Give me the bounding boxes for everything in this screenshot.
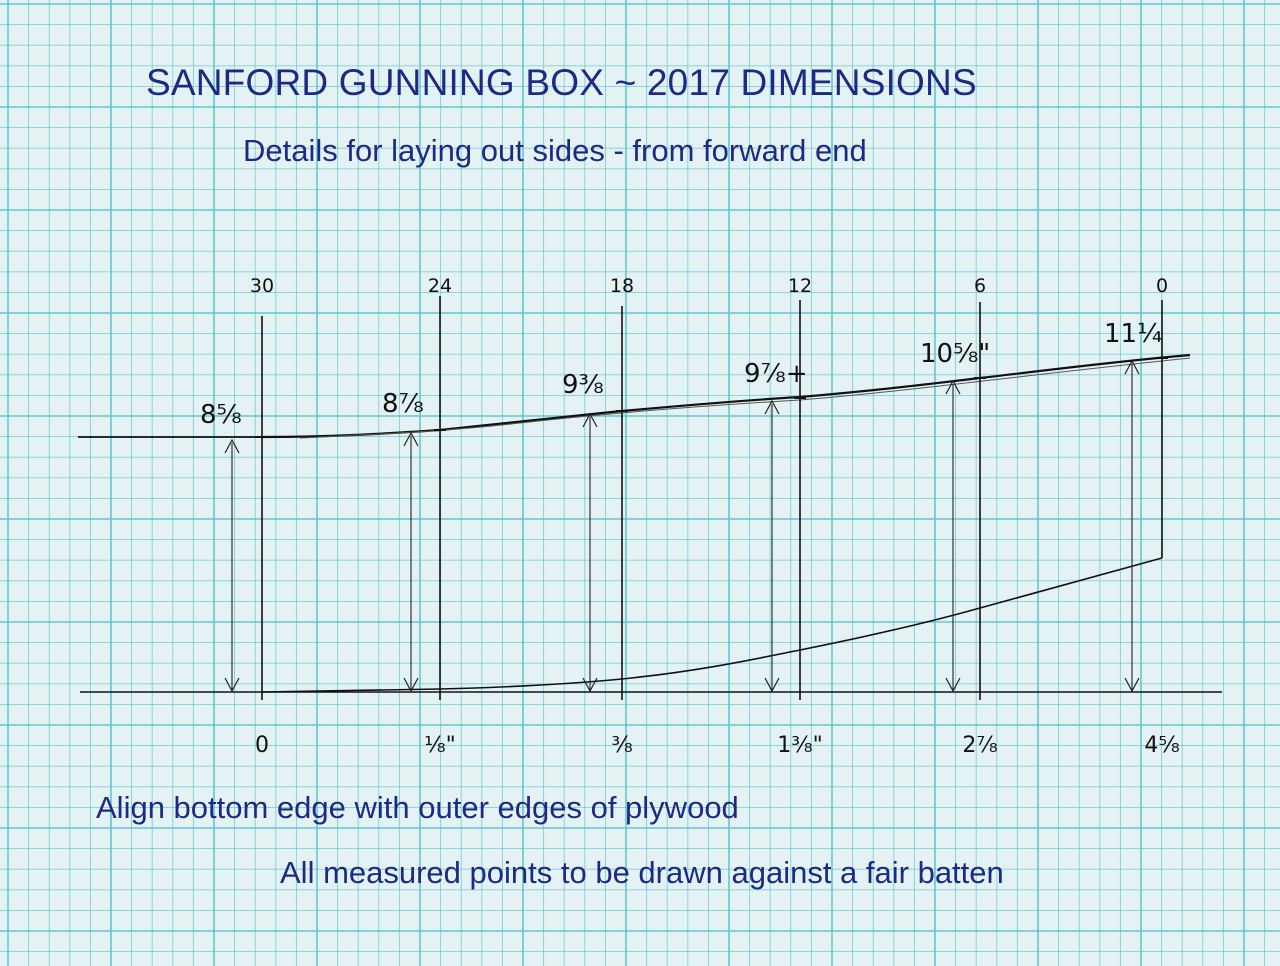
station-bottom-offset-label: ³⁄₈ [611, 733, 632, 758]
station-top-label: 6 [974, 275, 986, 297]
diagram-title: SANFORD GUNNING BOX ~ 2017 DIMENSIONS [146, 62, 977, 103]
bottom-rocker-curve [261, 557, 1163, 693]
arrowhead-up [945, 379, 961, 395]
arrowhead-down [764, 677, 780, 693]
diagram-subtitle: Details for laying out sides - from forw… [243, 133, 867, 168]
baseline-group [78, 436, 1222, 693]
note-align-bottom-edge: Align bottom edge with outer edges of pl… [96, 790, 739, 825]
arrowhead-down [403, 677, 419, 693]
arrowhead-down [1124, 677, 1140, 693]
station-top-label: 30 [250, 275, 274, 297]
station-0: 0 11¼ 4⁵⁄₈ [1104, 275, 1180, 758]
sheer-curve-shadow [299, 357, 1191, 439]
station-top-label: 12 [788, 275, 812, 297]
station-height-label: 10⁵⁄₈" [920, 339, 990, 369]
station-top-label: 0 [1156, 275, 1168, 297]
note-fair-batten: All measured points to be drawn against … [280, 855, 1004, 890]
stations-layer: 30 8⁵⁄₈ 0 24 8⁷⁄₈ ¹⁄₈" 18 9³⁄₈ ³⁄₈ 12 9⁷⁄₈+ 1³⁄₈" 6 1… [200, 275, 1180, 758]
arrowhead-down [224, 677, 240, 693]
station-height-label: 8⁵⁄₈ [200, 400, 242, 430]
station-bottom-offset-label: 0 [255, 733, 269, 758]
station-height-label: 9³⁄₈ [562, 370, 604, 400]
arrowhead-up [764, 399, 780, 415]
station-18: 18 9³⁄₈ ³⁄₈ [562, 275, 634, 758]
station-bottom-offset-label: 4⁵⁄₈ [1144, 733, 1179, 758]
station-height-label: 9⁷⁄₈+ [744, 359, 808, 389]
station-bottom-offset-label: 2⁷⁄₈ [962, 733, 997, 758]
station-top-label: 18 [610, 275, 634, 297]
station-6: 6 10⁵⁄₈" 2⁷⁄₈ [920, 275, 998, 758]
station-height-label: 8⁷⁄₈ [382, 389, 424, 419]
arrowhead-up [1124, 359, 1140, 375]
station-bottom-offset-label: ¹⁄₈" [424, 733, 455, 758]
arrowhead-down [582, 677, 598, 693]
station-12: 12 9⁷⁄₈+ 1³⁄₈" [744, 275, 823, 758]
arrowhead-up [582, 412, 598, 428]
station-height-label: 11¼ [1104, 319, 1162, 349]
arrowhead-up [403, 431, 419, 447]
station-30: 30 8⁵⁄₈ 0 [200, 275, 274, 758]
arrowhead-up [224, 438, 240, 454]
station-bottom-offset-label: 1³⁄₈" [777, 733, 822, 758]
station-top-label: 24 [428, 275, 452, 297]
arrowhead-down [945, 677, 961, 693]
station-24: 24 8⁷⁄₈ ¹⁄₈" [382, 275, 456, 758]
